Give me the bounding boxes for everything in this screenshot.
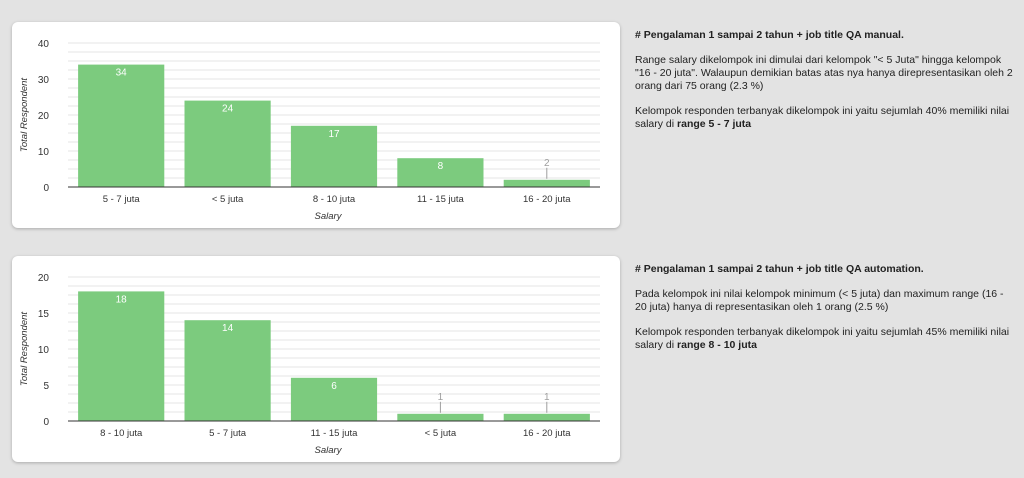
x-tick-label: 11 - 15 juta (417, 194, 465, 205)
y-tick-label: 10 (38, 345, 50, 356)
bar (397, 413, 484, 421)
bar (397, 158, 484, 187)
data-label: 24 (222, 104, 234, 115)
bar (503, 413, 590, 421)
data-label: 1 (544, 392, 550, 403)
y-tick-label: 5 (43, 381, 49, 392)
note-heading: # Pengalaman 1 sampai 2 tahun + job titl… (635, 263, 924, 275)
y-tick-label: 20 (38, 111, 50, 122)
x-tick-label: 8 - 10 juta (100, 428, 143, 439)
bar-chart-qa-manual: 0 10 20 30 40 34 5 - 7 juta 24 < 5 juta 17 8 - 10 … (19, 39, 600, 222)
bar (78, 64, 165, 187)
x-tick-label: 16 - 20 juta (523, 428, 571, 439)
x-tick-label: 8 - 10 juta (313, 194, 356, 205)
x-tick-label: < 5 juta (425, 428, 457, 439)
y-axis-title: Total Respondent (19, 78, 30, 152)
data-label: 14 (222, 323, 234, 334)
data-label: 17 (328, 129, 340, 140)
x-tick-label: 5 - 7 juta (209, 428, 247, 439)
data-label: 18 (116, 294, 128, 305)
x-tick-label: 11 - 15 juta (311, 428, 359, 439)
bar (290, 125, 378, 187)
note-paragraph: Kelompok responden terbanyak dikelompok … (635, 326, 1015, 352)
bar (290, 377, 378, 421)
data-label: 1 (438, 392, 444, 403)
note-highlight: range 8 - 10 juta (677, 339, 757, 351)
y-tick-label: 0 (43, 183, 49, 194)
x-axis-title: Salary (315, 445, 343, 456)
note-text: Kelompok responden terbanyak dikelompok … (635, 105, 1010, 130)
data-label: 8 (438, 161, 444, 172)
chart-card-qa-manual: 0 10 20 30 40 34 5 - 7 juta 24 < 5 juta 17 8 - 10 … (12, 22, 620, 228)
x-tick-label: < 5 juta (212, 194, 244, 205)
bar (184, 100, 271, 187)
note-qa-manual: # Pengalaman 1 sampai 2 tahun + job titl… (635, 29, 1015, 143)
data-label: 2 (544, 158, 550, 169)
y-tick-label: 30 (38, 75, 50, 86)
y-tick-label: 20 (38, 273, 50, 284)
y-axis-title: Total Respondent (19, 312, 30, 386)
note-qa-automation: # Pengalaman 1 sampai 2 tahun + job titl… (635, 263, 1015, 364)
bar (503, 179, 590, 187)
note-paragraph: Pada kelompok ini nilai kelompok minimum… (635, 288, 1004, 313)
x-tick-label: 16 - 20 juta (523, 194, 571, 205)
bar (78, 291, 165, 421)
y-tick-label: 10 (38, 147, 50, 158)
x-tick-label: 5 - 7 juta (103, 194, 141, 205)
note-heading: # Pengalaman 1 sampai 2 tahun + job titl… (635, 29, 904, 41)
chart-card-qa-automation: 0 5 10 15 20 18 8 - 10 juta 14 5 - 7 juta 6 11 - 1… (12, 256, 620, 462)
y-tick-label: 40 (38, 39, 50, 50)
note-text: Kelompok responden terbanyak dikelompok … (635, 326, 1010, 351)
note-paragraph: Kelompok responden terbanyak dikelompok … (635, 105, 1015, 131)
data-label: 34 (116, 68, 128, 79)
bar-chart-qa-automation: 0 5 10 15 20 18 8 - 10 juta 14 5 - 7 juta 6 11 - 1… (19, 273, 600, 456)
note-highlight: range 5 - 7 juta (677, 118, 752, 130)
data-label: 6 (331, 381, 337, 392)
y-tick-label: 0 (43, 417, 49, 428)
note-paragraph: Range salary dikelompok ini dimulai dari… (635, 54, 1013, 92)
bar (184, 320, 271, 421)
x-axis-title: Salary (315, 211, 343, 222)
y-tick-label: 15 (38, 309, 50, 320)
